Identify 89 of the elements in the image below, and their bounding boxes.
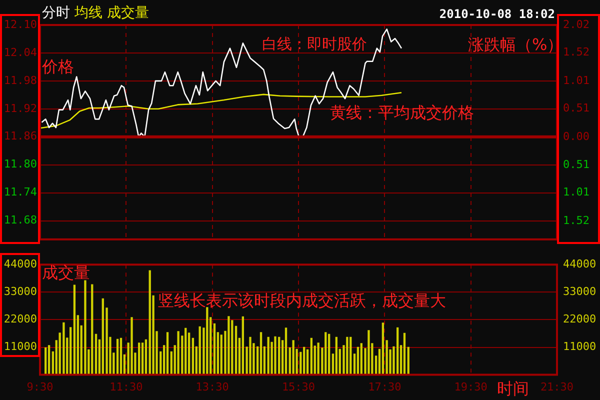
bar — [220, 334, 222, 375]
bar — [184, 328, 187, 375]
y2-tick-label: 0.51 — [563, 158, 590, 172]
bar — [284, 328, 288, 375]
annotation: 白线：即时股价 — [262, 35, 367, 53]
x-tick-label: 13:30 — [196, 380, 229, 394]
bar — [242, 316, 244, 375]
y2-tick-label: 1.52 — [563, 46, 590, 59]
bar — [73, 284, 76, 375]
bar — [116, 338, 119, 375]
bar — [48, 345, 50, 375]
y2-tick-label: 1.52 — [563, 214, 590, 227]
bar — [267, 336, 270, 375]
bar — [278, 336, 280, 375]
bar — [102, 298, 104, 375]
y-tick-label: 11000 — [4, 340, 37, 354]
bar — [130, 317, 133, 375]
chart-subtitle: 2010-10-08 18:02 — [439, 6, 555, 23]
bar — [368, 330, 370, 375]
x-tick-label: 9:30 — [26, 380, 54, 394]
bar — [84, 280, 86, 375]
y-tick-label: 11.68 — [4, 214, 37, 227]
y2-tick-label: 33000 — [563, 285, 596, 298]
y2-tick-label: 0.00 — [563, 130, 590, 143]
y-axis-title: 价格 — [42, 57, 74, 76]
bar — [206, 307, 208, 375]
bar — [324, 332, 327, 375]
y2-axis-title: 涨跌幅（%） — [468, 35, 564, 54]
y-tick-label: 11.74 — [4, 186, 38, 199]
bar — [356, 346, 360, 375]
bar — [231, 320, 234, 375]
y2-tick-label: 0.51 — [563, 102, 590, 115]
bar — [350, 336, 352, 375]
y2-tick-label: 1.01 — [563, 186, 590, 199]
bar — [360, 343, 362, 375]
bar — [94, 334, 98, 375]
y-tick-label: 12.10 — [4, 18, 37, 31]
bar — [228, 316, 230, 375]
bar — [328, 334, 330, 375]
bar — [141, 342, 144, 375]
bar — [144, 339, 148, 375]
y-tick-label: 11.98 — [4, 74, 37, 87]
bar — [177, 331, 180, 375]
y-tick-label: 11.86 — [4, 130, 37, 143]
x-tick-label: 19:30 — [454, 380, 488, 394]
bar — [213, 323, 216, 375]
y-tick-label: 12.04 — [4, 46, 38, 59]
y2-tick-label: 2.02 — [563, 18, 590, 31]
x-tick-label: 21:30 — [540, 380, 574, 394]
bar — [198, 326, 201, 375]
bar — [70, 327, 72, 375]
bar — [303, 346, 306, 375]
x-tick-label: 17:30 — [368, 380, 402, 394]
bar — [234, 326, 238, 375]
y-axis-title: 成交量 — [42, 263, 90, 282]
bar — [310, 338, 313, 375]
x-tick-label: 11:30 — [110, 380, 143, 394]
bar — [138, 342, 140, 375]
y-tick-label: 22000 — [4, 312, 37, 326]
annotation: 黄线：平均成交价格 — [330, 103, 474, 122]
bar — [192, 338, 194, 375]
x-axis-title: 时间 — [497, 379, 529, 398]
bar — [91, 284, 94, 375]
annotation: 竖线长表示该时段内成交活跃，成交量大 — [158, 291, 446, 310]
bar — [166, 332, 169, 375]
y-tick-label: 44000 — [4, 257, 37, 270]
bar — [407, 346, 410, 375]
bar — [148, 270, 151, 375]
bar — [396, 327, 399, 375]
y-tick-label: 33000 — [4, 285, 37, 298]
y-tick-label: 11.92 — [4, 102, 37, 115]
chart-title: 分时 均线 成交量 — [42, 5, 149, 21]
bar — [120, 338, 122, 375]
y-tick-label: 11.80 — [4, 158, 37, 171]
bar — [249, 336, 252, 375]
bar — [403, 332, 406, 375]
bar — [317, 342, 320, 375]
bar — [382, 322, 384, 375]
y2-tick-label: 22000 — [563, 312, 596, 326]
y2-tick-label: 1.01 — [563, 74, 590, 87]
y2-tick-label: 11000 — [563, 340, 596, 354]
x-tick-label: 15:30 — [282, 380, 316, 394]
bar — [346, 336, 348, 375]
bar — [62, 322, 65, 375]
bar — [335, 336, 338, 375]
bar — [274, 336, 276, 375]
bar — [260, 332, 262, 375]
y2-tick-label: 44000 — [563, 257, 596, 270]
bar — [292, 340, 294, 375]
